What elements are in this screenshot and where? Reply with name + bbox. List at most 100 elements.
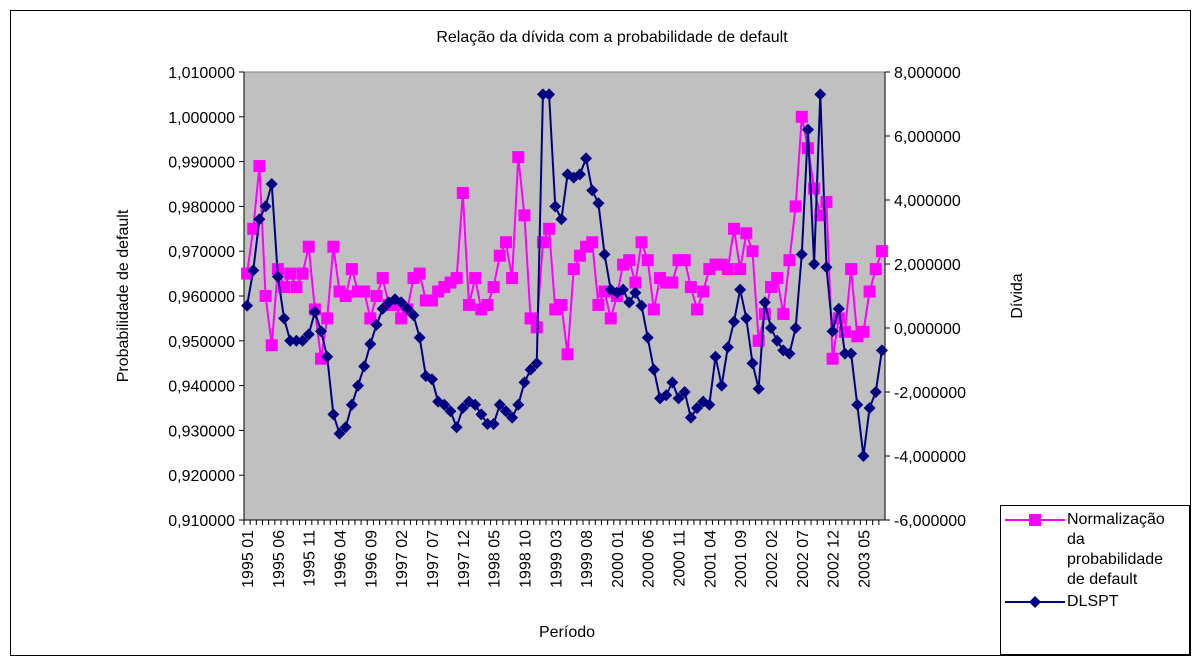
point-marker (407, 309, 420, 322)
point-marker (376, 302, 389, 315)
point-marker (573, 168, 586, 181)
point-marker (247, 264, 260, 277)
point-marker (758, 296, 771, 309)
point-marker (857, 325, 870, 338)
y2-tick-label: -2,000000 (894, 385, 966, 402)
point-marker (487, 281, 500, 294)
point-marker (358, 360, 371, 373)
point-marker (278, 312, 291, 325)
point-marker (450, 272, 463, 285)
point-marker (518, 209, 531, 222)
point-marker (746, 357, 759, 370)
x-tick-label: 2002 12 (826, 530, 843, 588)
point-marker (241, 299, 254, 312)
point-marker (826, 325, 839, 338)
x-tick-label: 1995 11 (302, 530, 319, 587)
x-tick-label: 1997 12 (456, 530, 473, 588)
y2-tick-label: -4,000000 (894, 449, 966, 466)
point-marker (703, 398, 716, 411)
point-marker (857, 450, 870, 462)
point-marker (284, 334, 297, 347)
point-marker (358, 285, 371, 298)
point-marker (617, 283, 630, 296)
point-marker (438, 398, 451, 411)
point-marker (783, 254, 796, 267)
point-marker (838, 347, 851, 360)
y2-tick-label: 6,000000 (894, 129, 961, 146)
point-marker (623, 254, 636, 267)
point-marker (623, 296, 636, 309)
point-marker (555, 213, 568, 226)
y-tick-label: 0,930000 (168, 423, 235, 440)
point-marker (506, 411, 519, 424)
point-marker (697, 285, 710, 298)
x-tick-label: 2001 04 (702, 530, 719, 588)
point-marker (789, 322, 802, 334)
y2-tick-label: -6,000000 (894, 513, 966, 530)
point-marker (592, 298, 605, 311)
point-marker (666, 376, 679, 389)
point-marker (851, 398, 864, 411)
point-marker (647, 303, 660, 316)
point-marker (869, 386, 882, 398)
point-marker (444, 405, 457, 418)
point-marker (795, 248, 808, 261)
point-marker (826, 352, 839, 365)
point-marker (512, 151, 525, 164)
x-tick-label: 1999 03 (548, 530, 565, 588)
chart-title: Relação da dívida com a probabilidade de… (436, 29, 788, 46)
point-marker (845, 347, 858, 360)
point-marker (506, 272, 519, 285)
x-tick-label: 2000 11 (672, 530, 689, 587)
point-marker (691, 402, 704, 414)
point-marker (469, 272, 482, 285)
point-marker (764, 322, 777, 334)
point-marker (845, 263, 858, 276)
point-marker (530, 357, 543, 370)
legend-label: DLSPT (1067, 593, 1119, 610)
point-marker (734, 263, 747, 276)
point-marker (727, 315, 740, 328)
point-marker (253, 160, 266, 173)
point-marker (820, 261, 833, 274)
point-marker (352, 379, 365, 392)
point-marker (364, 312, 377, 325)
point-marker (370, 290, 383, 302)
point-marker (296, 334, 309, 347)
legend-swatch (1005, 596, 1065, 608)
x-tick-label: 1996 04 (333, 530, 350, 588)
point-marker (308, 306, 321, 318)
x-tick-label: 2003 05 (856, 530, 873, 588)
point-marker (555, 298, 568, 311)
y-tick-label: 0,960000 (168, 289, 235, 306)
y-tick-label: 0,950000 (168, 334, 235, 351)
y-tick-label: 0,910000 (168, 513, 235, 530)
x-axis-title: Período (539, 624, 595, 641)
point-marker (327, 240, 340, 253)
point-marker (771, 272, 784, 285)
y-tick-label: 0,970000 (168, 244, 235, 261)
x-tick-label: 1995 06 (271, 530, 288, 588)
point-marker (561, 348, 574, 361)
point-marker (820, 195, 833, 208)
point-marker (678, 386, 691, 398)
point-marker (481, 298, 494, 311)
y-tick-label: 1,010000 (168, 65, 235, 82)
point-marker (549, 200, 562, 213)
point-marker (752, 382, 765, 395)
point-marker (487, 418, 500, 430)
point-marker (709, 350, 722, 363)
point-marker (401, 302, 414, 315)
legend-swatch (1005, 514, 1065, 526)
point-marker (450, 421, 463, 434)
point-marker (315, 325, 328, 338)
point-marker (814, 88, 827, 101)
y-tick-label: 1,000000 (168, 110, 235, 127)
point-marker (345, 398, 358, 411)
point-marker (247, 222, 260, 235)
point-marker (278, 281, 291, 294)
point-marker (290, 281, 303, 294)
point-marker (777, 307, 790, 320)
point-marker (265, 339, 278, 352)
point-marker (499, 236, 512, 249)
